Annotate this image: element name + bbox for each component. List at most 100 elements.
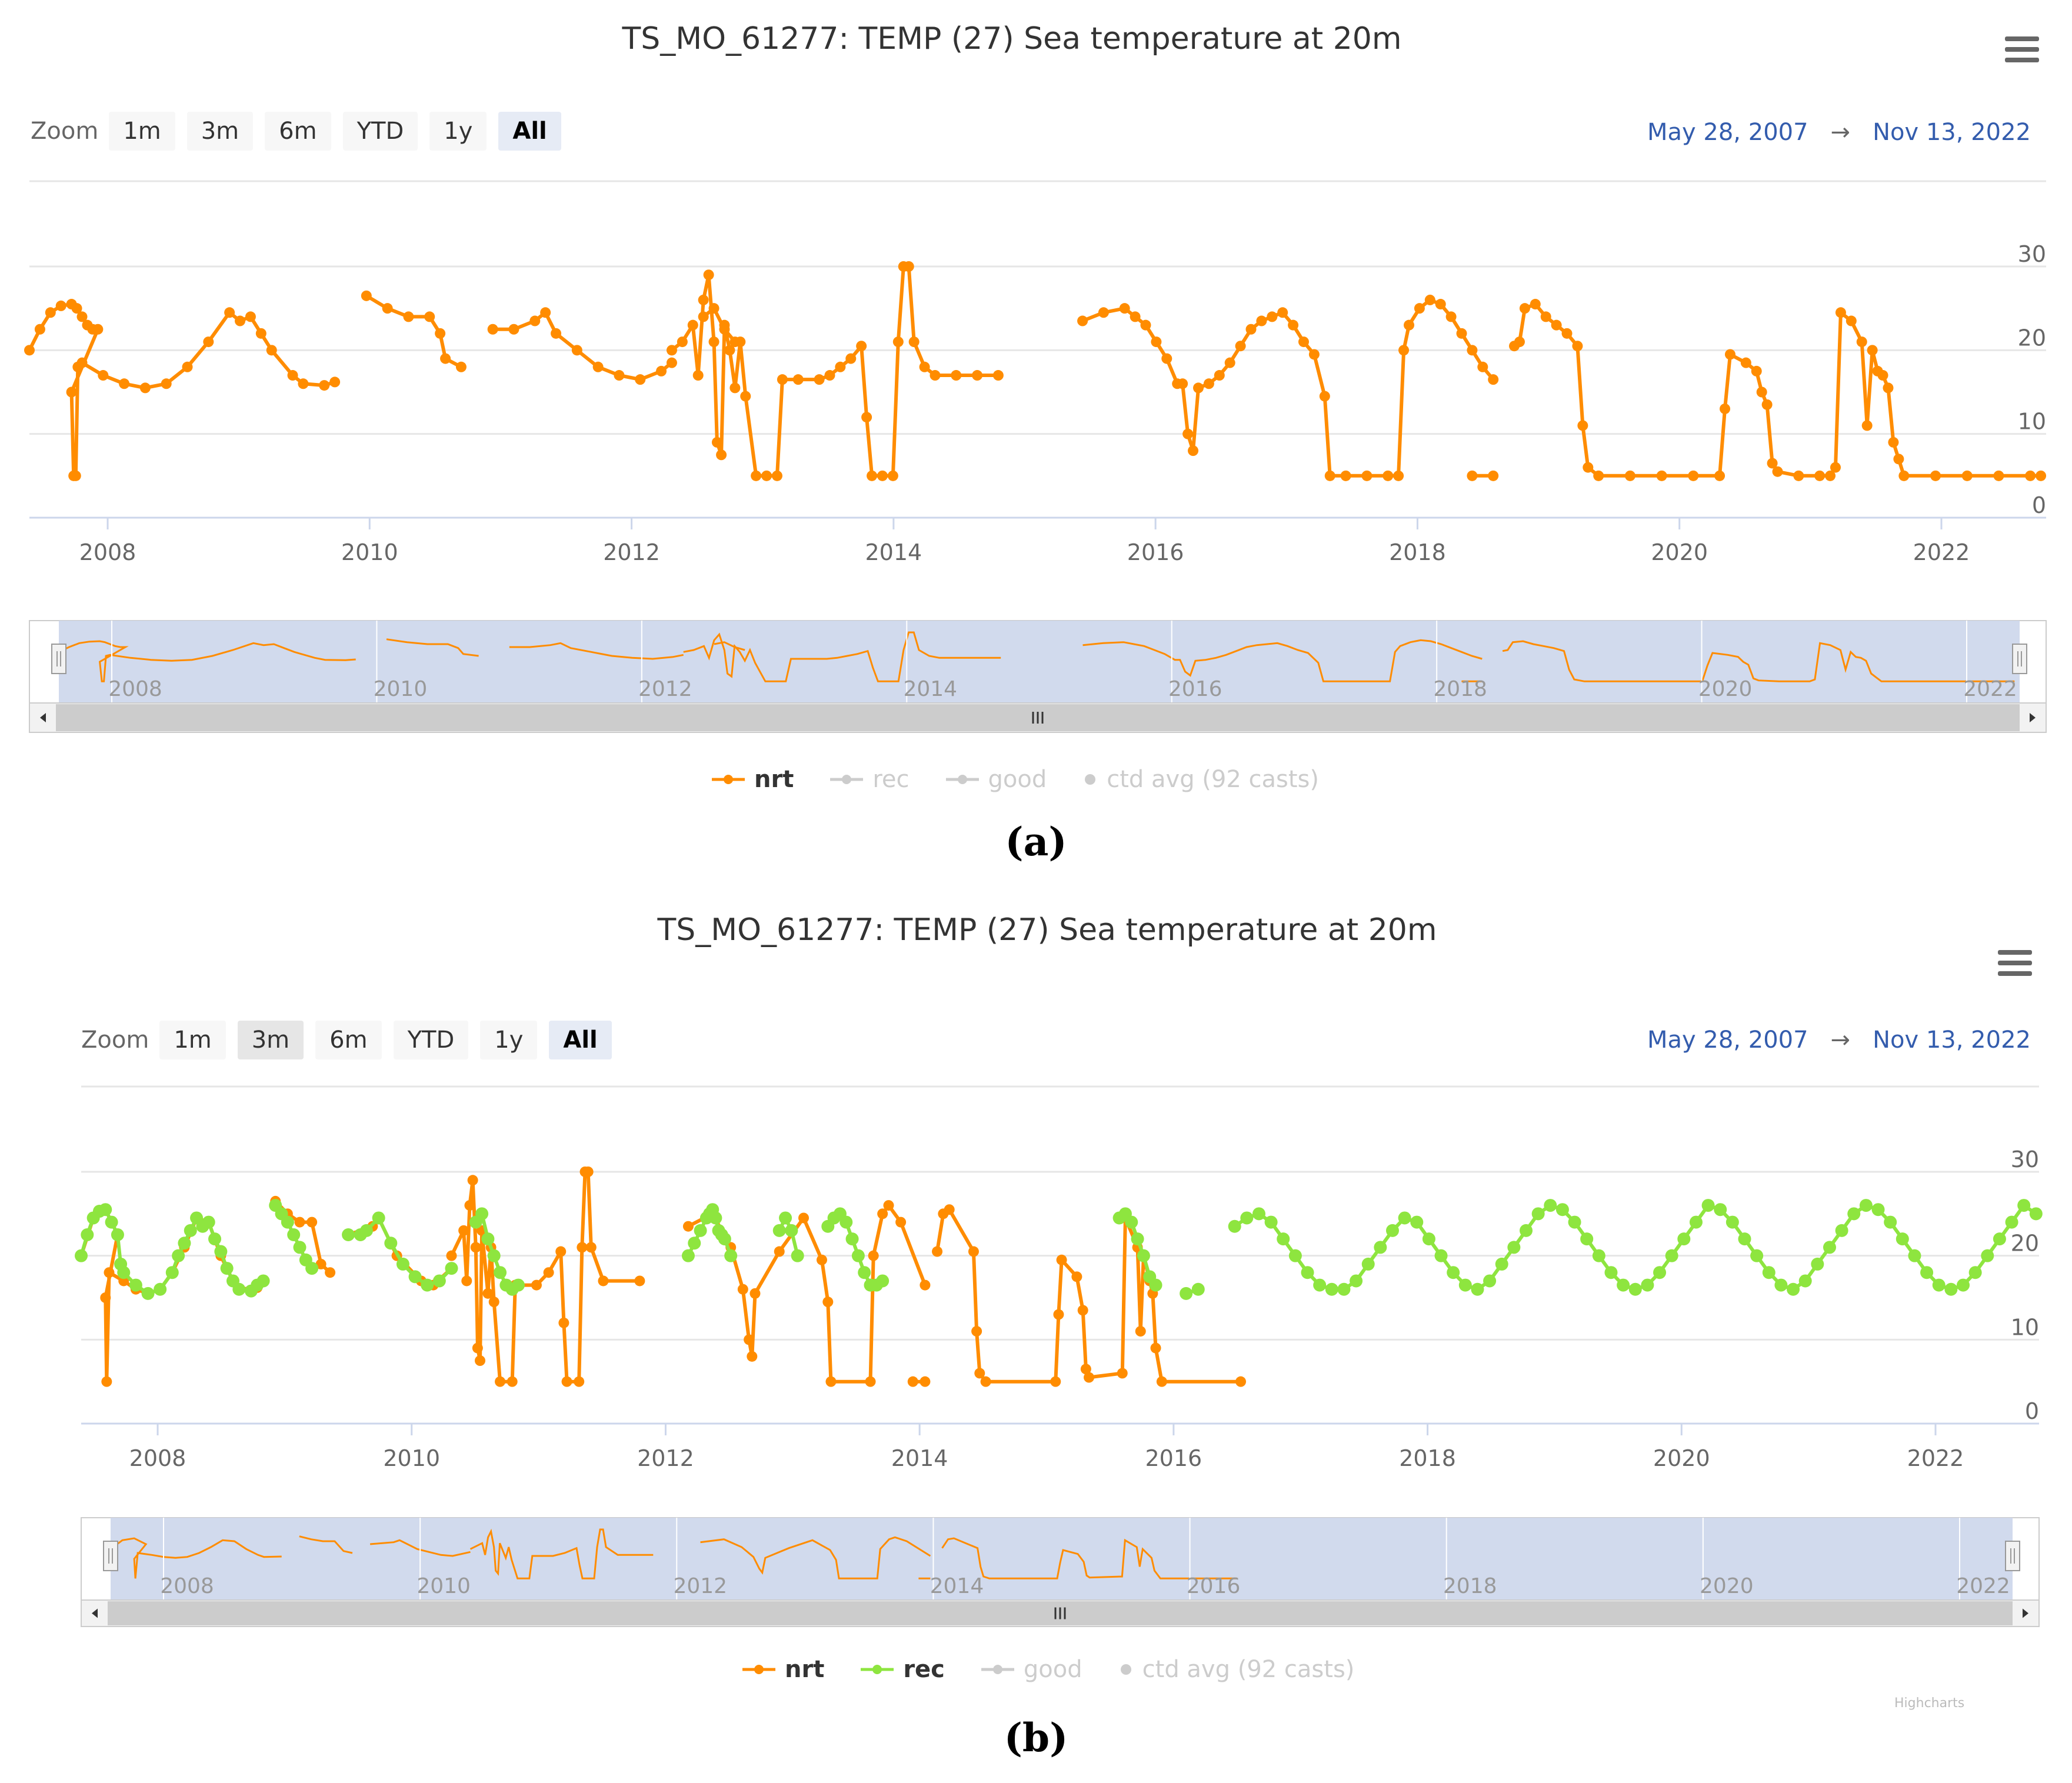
zoom-all-button[interactable]: All (549, 1021, 612, 1059)
data-point-rec (1847, 1207, 1861, 1221)
legend-item-nrt[interactable]: nrt (712, 766, 794, 793)
data-point-nrt (1751, 365, 1762, 376)
legend-label: ctd avg (92 casts) (1142, 1656, 1355, 1683)
zoom-3m-button[interactable]: 3m (186, 112, 254, 151)
legend-item-rec[interactable]: rec (830, 766, 910, 793)
zoom-3m-button[interactable]: 3m (237, 1021, 304, 1059)
zoom-6m-button[interactable]: 6m (315, 1021, 382, 1059)
data-point-nrt (529, 315, 541, 326)
data-point-nrt (461, 1275, 472, 1287)
data-point-nrt (944, 1204, 955, 1215)
navigator-handle[interactable] (51, 644, 66, 674)
zoom-1m-button[interactable]: 1m (159, 1021, 226, 1059)
zoom-all-button[interactable]: All (498, 112, 561, 151)
range-from-input[interactable]: May 28, 2007 (1647, 119, 1808, 146)
navigator-series (369, 1539, 471, 1557)
data-point-nrt (1530, 299, 1541, 310)
figure-caption: (a) (1005, 819, 1067, 865)
data-point-nrt (816, 1254, 827, 1265)
data-point-rec (75, 1249, 88, 1262)
data-point-rec (1628, 1282, 1642, 1296)
data-point-rec (1422, 1232, 1435, 1246)
data-point-nrt (822, 1297, 834, 1308)
data-point-rec (1337, 1282, 1351, 1296)
data-point-nrt (1761, 399, 1773, 410)
data-point-nrt (614, 370, 625, 381)
legend-label: nrt (754, 766, 794, 793)
chart-legend: nrt rec good ctd avg (92 casts) (712, 766, 1319, 793)
data-point-nrt (1235, 1376, 1247, 1387)
navigator-tick-label: 2018 (1433, 677, 1487, 701)
data-point-rec (360, 1224, 374, 1237)
data-point-nrt (845, 353, 857, 364)
data-point-rec (256, 1274, 270, 1288)
data-point-nrt (574, 1376, 585, 1387)
navigator-handle[interactable] (2005, 1541, 2020, 1571)
data-point-nrt (319, 380, 330, 391)
data-point-nrt (1572, 341, 1583, 352)
zoom-1y-button[interactable]: 1y (429, 112, 487, 151)
x-tick-label: 2012 (603, 539, 660, 565)
data-point-rec (1665, 1249, 1678, 1262)
legend-item-ctd-avg[interactable]: ctd avg (92 casts) (1083, 766, 1319, 793)
chart-credit[interactable]: Highcharts (1894, 1696, 1965, 1711)
range-to-input[interactable]: Nov 13, 2022 (1873, 119, 2031, 146)
data-point-nrt (719, 319, 730, 331)
scrollbar[interactable] (81, 1599, 2040, 1627)
data-point-nrt (1135, 1326, 1146, 1337)
range-arrow: → (1830, 119, 1851, 146)
data-point-nrt (1519, 303, 1530, 314)
data-point-nrt (472, 1342, 483, 1354)
data-point-nrt (139, 382, 151, 394)
navigator-series (1502, 640, 2015, 682)
data-point-nrt (716, 449, 727, 461)
range-to-input[interactable]: Nov 13, 2022 (1873, 1027, 2031, 1054)
data-point-nrt (1404, 319, 1415, 331)
navigator-handle[interactable] (103, 1541, 118, 1571)
navigator: 2008 2010 2012 2014 2016 2018 2020 2022 (81, 1517, 2040, 1601)
legend-label: good (988, 766, 1047, 793)
data-point-nrt (867, 470, 878, 481)
zoom-ytd-button[interactable]: YTD (393, 1021, 469, 1059)
data-point-nrt (446, 1250, 457, 1261)
navigator-handle[interactable] (2012, 644, 2027, 674)
navigator-series (110, 1537, 282, 1579)
data-point-nrt (1993, 470, 2004, 481)
data-point-rec (840, 1215, 853, 1229)
zoom-ytd-button[interactable]: YTD (342, 112, 418, 151)
legend-item-good[interactable]: good (945, 766, 1047, 793)
legend-item-rec[interactable]: rec (861, 1656, 945, 1683)
data-point-nrt (382, 303, 393, 314)
data-point-nrt (1424, 294, 1435, 305)
data-point-rec (2005, 1215, 2018, 1229)
zoom-1y-button[interactable]: 1y (480, 1021, 538, 1059)
zoom-6m-button[interactable]: 6m (265, 112, 331, 151)
range-from-input[interactable]: May 28, 2007 (1647, 1027, 1808, 1054)
legend-item-ctd-avg[interactable]: ctd avg (92 casts) (1119, 1656, 1355, 1683)
data-point-nrt (487, 324, 498, 335)
data-point-nrt (634, 1275, 645, 1287)
data-point-rec (1301, 1266, 1314, 1279)
series-line-nrt (702, 306, 737, 344)
data-point-nrt (92, 324, 104, 335)
hamburger-menu-icon[interactable] (1998, 950, 2032, 978)
chart-legend: nrt rec good ctd avg (92 casts) (742, 1656, 1354, 1683)
navigator-series (714, 641, 745, 651)
zoom-1m-button[interactable]: 1m (109, 112, 175, 151)
data-point-nrt (1117, 1368, 1128, 1379)
data-point-nrt (100, 1292, 111, 1303)
data-point-rec (1944, 1282, 1958, 1296)
data-point-nrt (1793, 470, 1804, 481)
data-point-nrt (687, 319, 698, 331)
legend-item-nrt[interactable]: nrt (742, 1656, 824, 1683)
legend-marker-icon (861, 1665, 894, 1674)
scrollbar[interactable] (29, 702, 2047, 733)
legend-item-good[interactable]: good (981, 1656, 1082, 1683)
data-point-rec (1531, 1207, 1545, 1221)
data-point-rec (208, 1232, 222, 1246)
data-point-nrt (865, 1376, 876, 1387)
hamburger-menu-icon[interactable] (2005, 36, 2039, 65)
data-point-nrt (440, 353, 451, 364)
data-point-nrt (1593, 470, 1604, 481)
data-point-nrt (698, 294, 709, 305)
